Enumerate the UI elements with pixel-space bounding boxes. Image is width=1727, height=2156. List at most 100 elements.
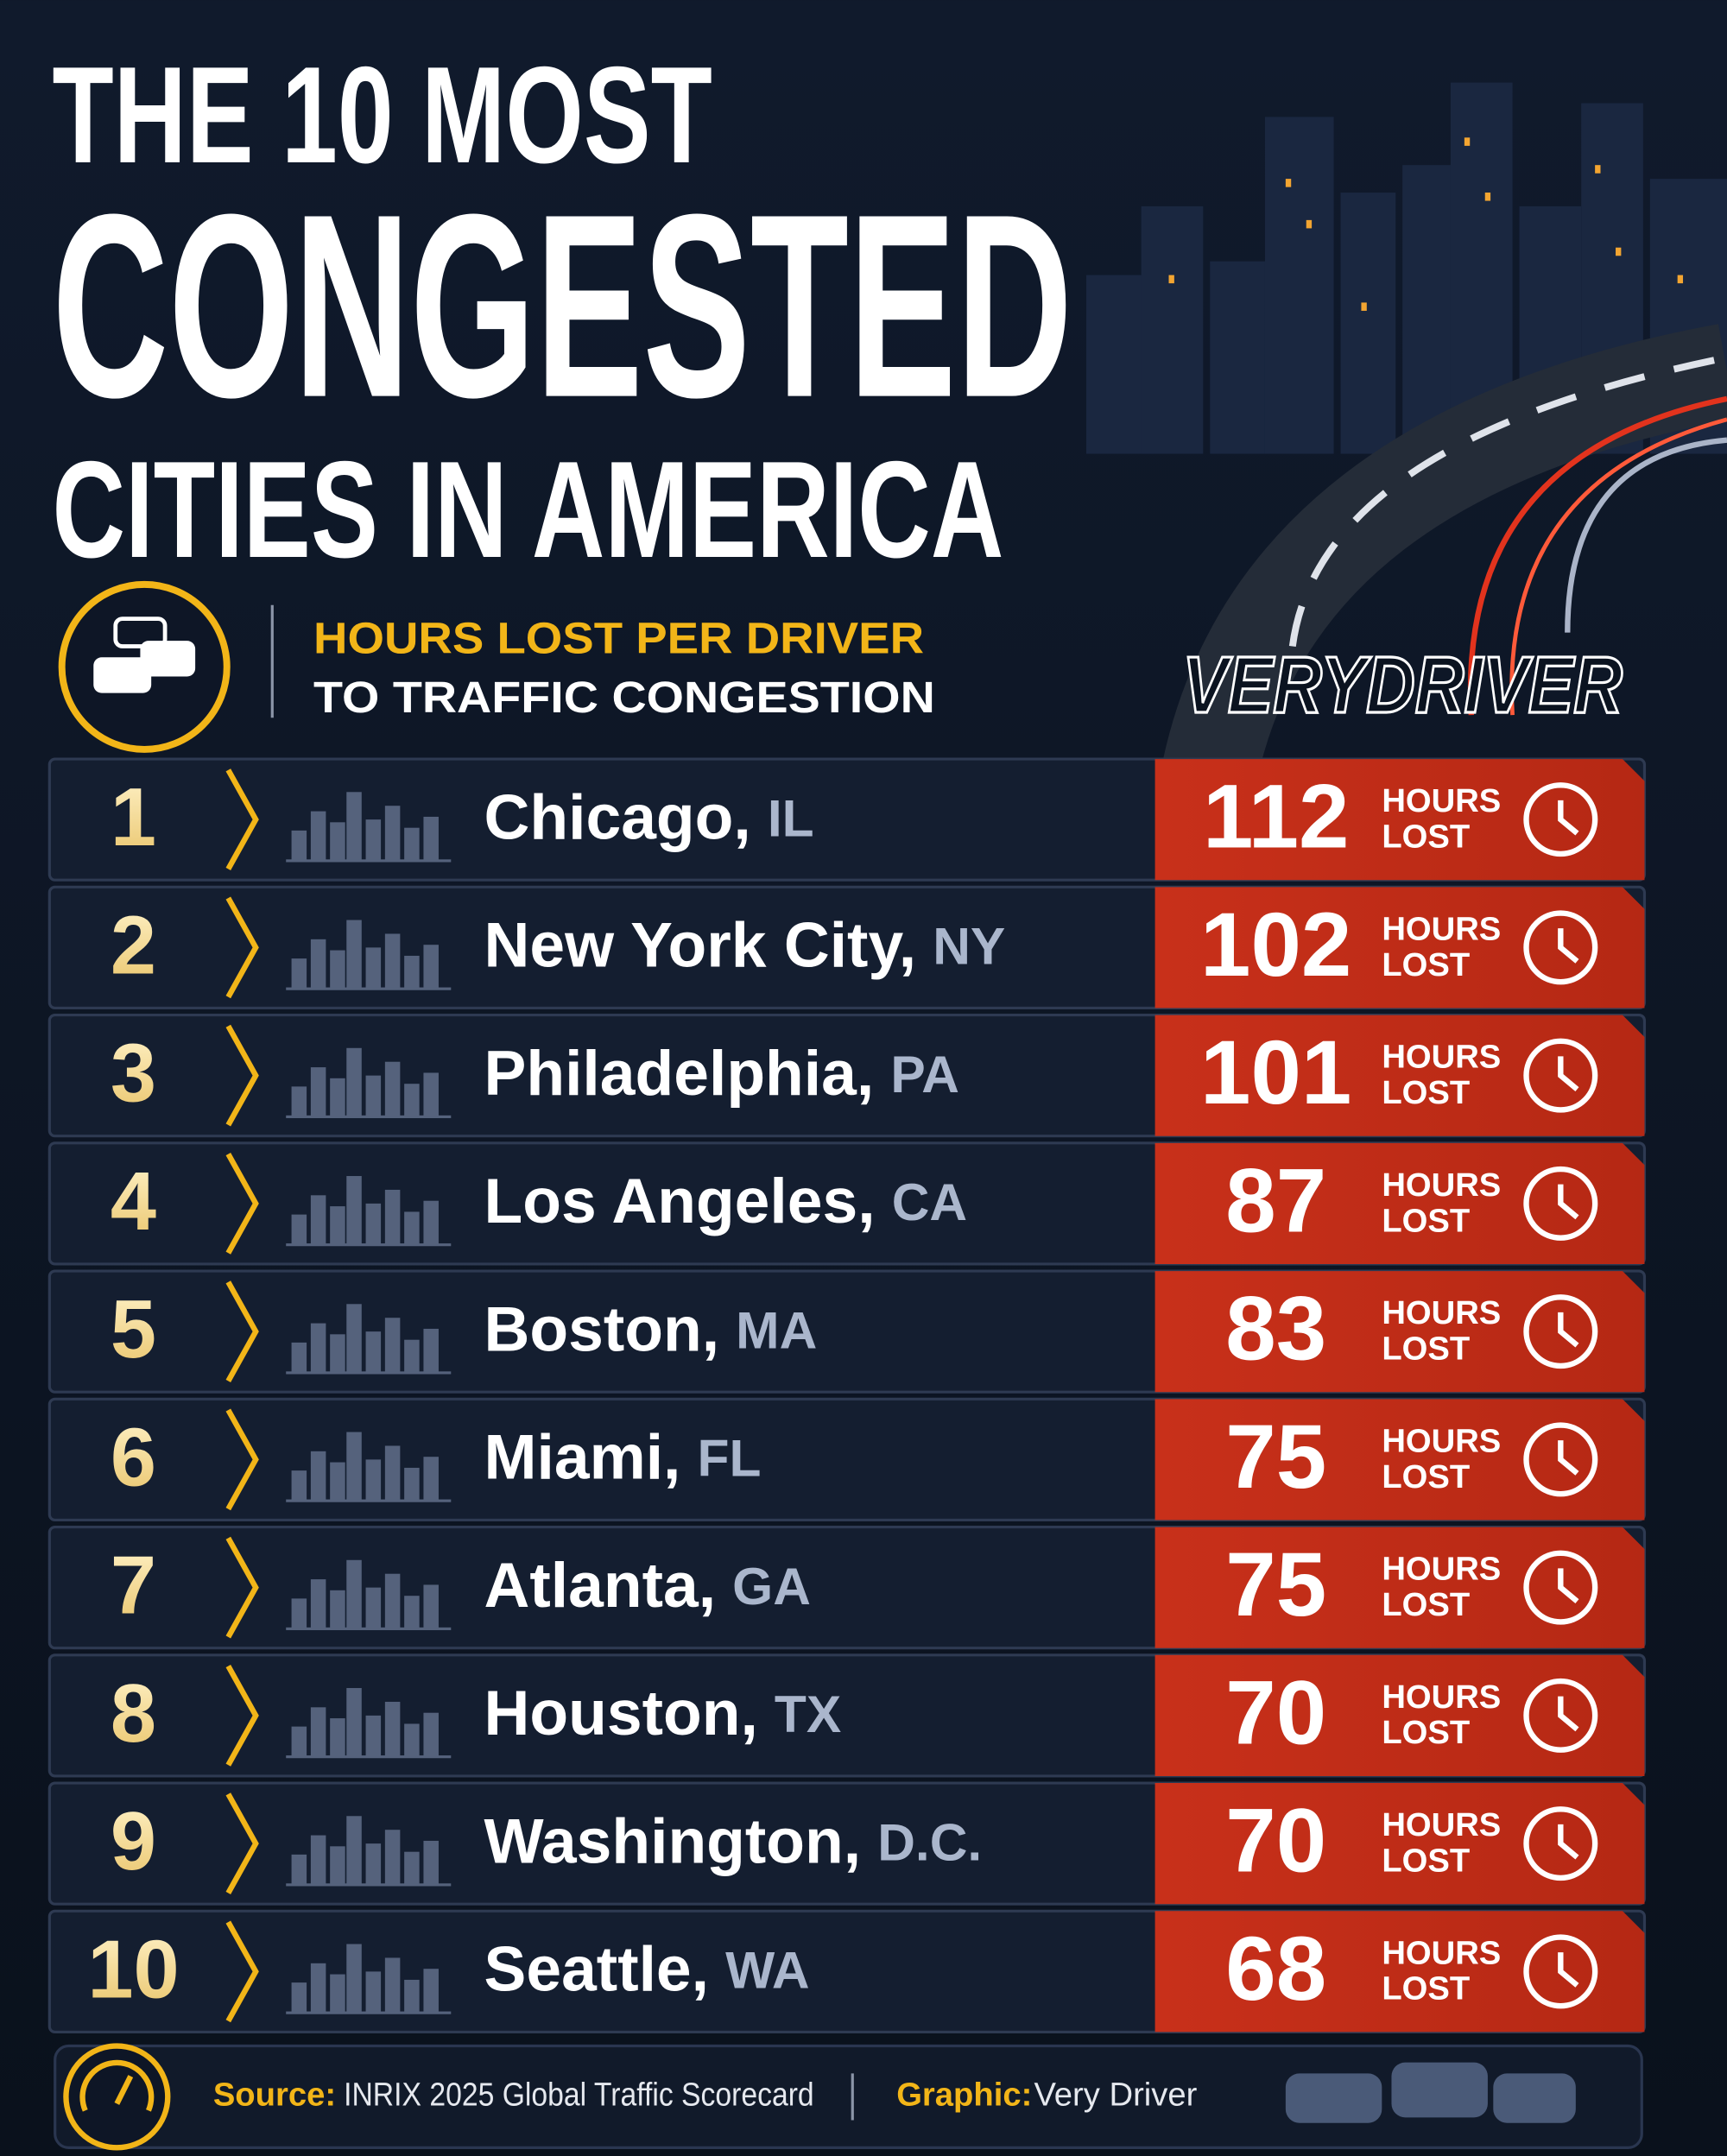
state: D.C. bbox=[877, 1812, 982, 1871]
building bbox=[404, 1723, 420, 1757]
building bbox=[291, 1342, 307, 1373]
building bbox=[310, 939, 326, 989]
source-label: Source: bbox=[213, 2077, 336, 2114]
building bbox=[291, 1214, 307, 1245]
building bbox=[310, 811, 326, 861]
building bbox=[310, 1451, 326, 1502]
city-label: Chicago, IL bbox=[484, 782, 814, 853]
unit-line-2: LOST bbox=[1382, 1331, 1470, 1368]
unit-line-1: HOURS bbox=[1382, 1806, 1501, 1843]
city: Miami, bbox=[484, 1422, 681, 1493]
clock-hands bbox=[1558, 800, 1579, 836]
building bbox=[310, 1963, 326, 2014]
building bbox=[365, 1843, 382, 1885]
city-label: Atlanta, GA bbox=[484, 1550, 811, 1621]
building bbox=[423, 816, 439, 861]
building bbox=[384, 1445, 401, 1502]
chevron bbox=[225, 896, 259, 999]
chevron bbox=[225, 1792, 259, 1894]
building bbox=[291, 1470, 307, 1502]
brand-logo: VERYDRIVER bbox=[1182, 640, 1623, 730]
title-line-1: THE 10 MOST bbox=[53, 38, 712, 192]
city-label: Los Angeles, CA bbox=[484, 1166, 968, 1236]
hours-panel bbox=[1154, 1399, 1645, 1521]
building bbox=[404, 1851, 420, 1885]
unit-line-1: HOURS bbox=[1382, 1551, 1501, 1588]
unit-line-1: HOURS bbox=[1382, 1167, 1501, 1204]
clock-hands bbox=[1558, 1824, 1579, 1860]
ground bbox=[286, 1755, 452, 1759]
building bbox=[291, 1854, 307, 1885]
city-icon bbox=[286, 1047, 452, 1118]
ground bbox=[286, 859, 452, 863]
hours-panel bbox=[1154, 1911, 1645, 2033]
building bbox=[291, 1982, 307, 2014]
road bbox=[1162, 324, 1727, 781]
footer bbox=[54, 2043, 1643, 2151]
ground bbox=[286, 1371, 452, 1375]
building bbox=[423, 1200, 439, 1245]
city-icon bbox=[286, 1688, 452, 1759]
unit-line-2: LOST bbox=[1382, 1843, 1470, 1880]
building bbox=[346, 1944, 362, 2014]
building bbox=[330, 822, 345, 861]
unit-line-1: HOURS bbox=[1382, 1422, 1501, 1459]
rank: 5 bbox=[111, 1284, 156, 1375]
city-icon bbox=[286, 1304, 452, 1375]
city-label: Philadelphia, PA bbox=[484, 1038, 959, 1109]
source: INRIX 2025 Global Traffic Scorecard bbox=[344, 2077, 814, 2114]
clock bbox=[1523, 1678, 1598, 1753]
building bbox=[384, 933, 401, 989]
building bbox=[330, 1462, 345, 1502]
ground bbox=[286, 987, 452, 990]
rank: 10 bbox=[87, 1924, 179, 2015]
unit-line-2: LOST bbox=[1382, 1202, 1470, 1239]
building bbox=[346, 1816, 362, 1885]
building bbox=[310, 1323, 326, 1373]
building bbox=[423, 1969, 439, 2014]
hours-panel bbox=[1154, 1654, 1645, 1776]
hours-panel bbox=[1154, 1527, 1645, 1648]
unit-line-2: LOST bbox=[1382, 1970, 1470, 2007]
building bbox=[384, 1318, 401, 1373]
hours: 112 bbox=[1203, 767, 1350, 868]
building bbox=[346, 1304, 362, 1373]
building bbox=[310, 1579, 326, 1629]
building bbox=[384, 1957, 401, 2014]
clock-hands bbox=[1558, 1568, 1579, 1603]
hours: 75 bbox=[1225, 1534, 1326, 1635]
rank: 9 bbox=[111, 1796, 156, 1887]
city-label: Seattle, WA bbox=[484, 1934, 810, 2005]
unit-line-1: HOURS bbox=[1382, 1679, 1501, 1716]
city-label: Miami, FL bbox=[484, 1422, 762, 1493]
building bbox=[404, 955, 420, 989]
hours: 70 bbox=[1225, 1662, 1326, 1763]
city: Chicago, bbox=[484, 782, 751, 853]
building bbox=[423, 1072, 439, 1117]
city-label: Boston, MA bbox=[484, 1294, 818, 1365]
hours-panel bbox=[1154, 1783, 1645, 1905]
city: Philadelphia, bbox=[484, 1038, 875, 1109]
building bbox=[330, 1590, 345, 1629]
chevron bbox=[225, 1408, 259, 1511]
hours-panel bbox=[1154, 1142, 1645, 1264]
clock bbox=[1523, 1550, 1598, 1625]
state: FL bbox=[698, 1429, 762, 1488]
state: TX bbox=[775, 1685, 841, 1743]
building bbox=[330, 950, 345, 989]
building bbox=[404, 1596, 420, 1629]
clock bbox=[1523, 1038, 1598, 1113]
building bbox=[404, 1211, 420, 1245]
title-line-2: CONGESTED bbox=[53, 161, 1073, 452]
building bbox=[291, 830, 307, 861]
